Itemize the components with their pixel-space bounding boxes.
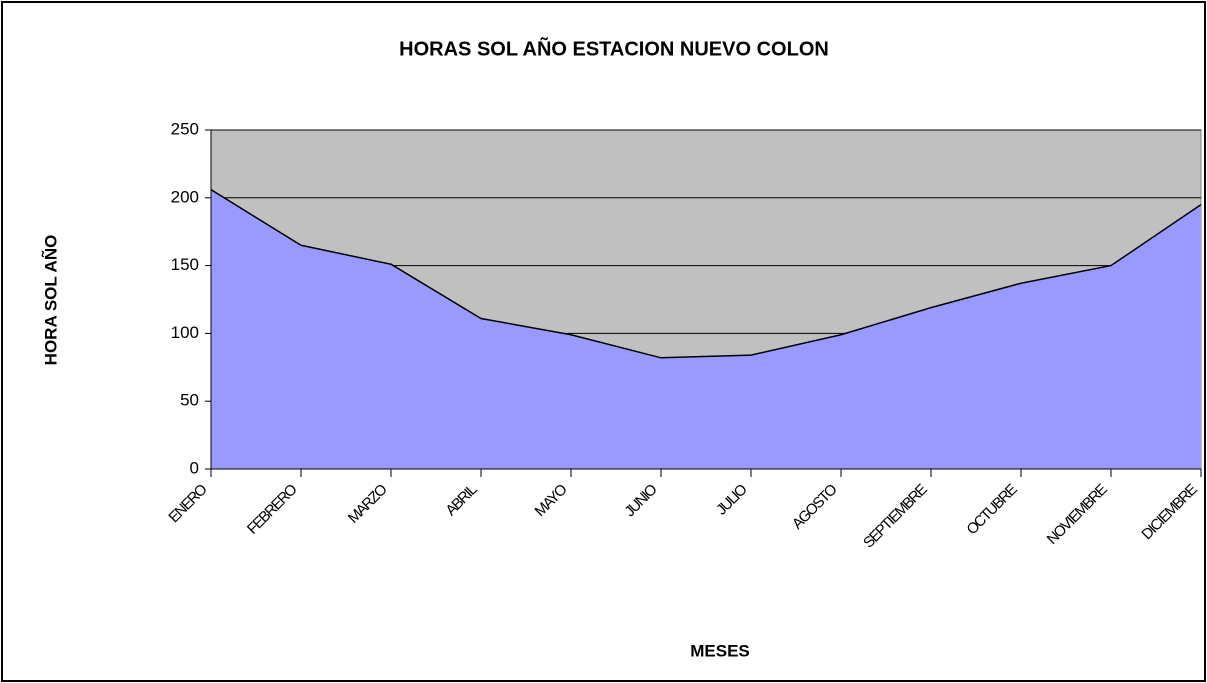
area-line xyxy=(210,189,1202,359)
y-axis-title: HORA SOL AÑO xyxy=(40,235,60,366)
x-axis-title: MESES xyxy=(690,641,750,660)
y-tick-label: 0 xyxy=(190,458,199,477)
area-fill xyxy=(211,189,1201,469)
y-tick-label: 200 xyxy=(171,187,199,206)
y-tick-label: 100 xyxy=(171,323,199,342)
y-tick-label: 150 xyxy=(171,255,199,274)
y-tick-label: 50 xyxy=(180,391,199,410)
chart-title: HORAS SOL AÑO ESTACION NUEVO COLON xyxy=(399,37,829,60)
y-tick-label: 250 xyxy=(171,119,199,138)
